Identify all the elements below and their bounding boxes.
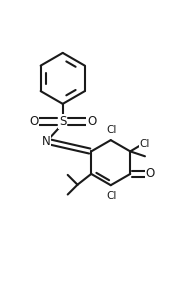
Text: Cl: Cl bbox=[107, 125, 117, 135]
Text: O: O bbox=[87, 115, 96, 128]
Text: Cl: Cl bbox=[107, 191, 117, 201]
Text: S: S bbox=[59, 115, 66, 128]
Text: Cl: Cl bbox=[140, 138, 150, 149]
Text: N: N bbox=[42, 135, 50, 147]
Text: O: O bbox=[29, 115, 38, 128]
Text: O: O bbox=[146, 167, 155, 180]
